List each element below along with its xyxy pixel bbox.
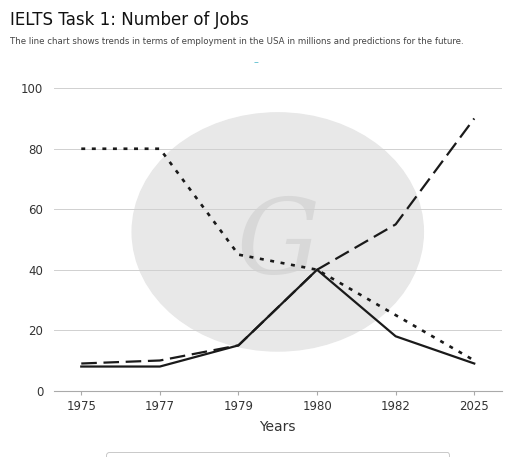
Text: The line chart shows trends in terms of employment in the USA in millions and pr: The line chart shows trends in terms of … xyxy=(10,37,464,47)
Text: G: G xyxy=(236,194,319,295)
Legend: Manufacturing, Services, Agriculture: Manufacturing, Services, Agriculture xyxy=(106,452,449,457)
X-axis label: Years: Years xyxy=(260,420,296,435)
Text: –: – xyxy=(253,57,259,67)
Text: IELTS Task 1: Number of Jobs: IELTS Task 1: Number of Jobs xyxy=(10,11,249,29)
Ellipse shape xyxy=(132,113,423,351)
